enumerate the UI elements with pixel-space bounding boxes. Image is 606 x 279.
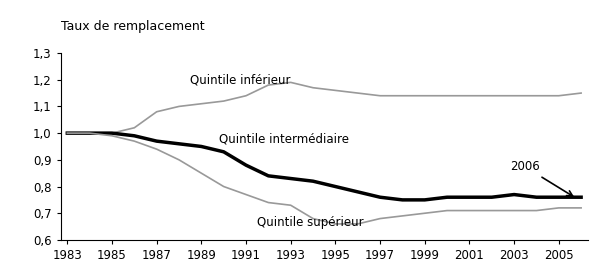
Text: Taux de remplacement: Taux de remplacement — [61, 20, 204, 33]
Text: Quintile supérieur: Quintile supérieur — [257, 216, 364, 229]
Text: Quintile inférieur: Quintile inférieur — [190, 73, 291, 86]
Text: 2006: 2006 — [510, 160, 573, 196]
Text: Quintile intermédiaire: Quintile intermédiaire — [219, 132, 349, 145]
